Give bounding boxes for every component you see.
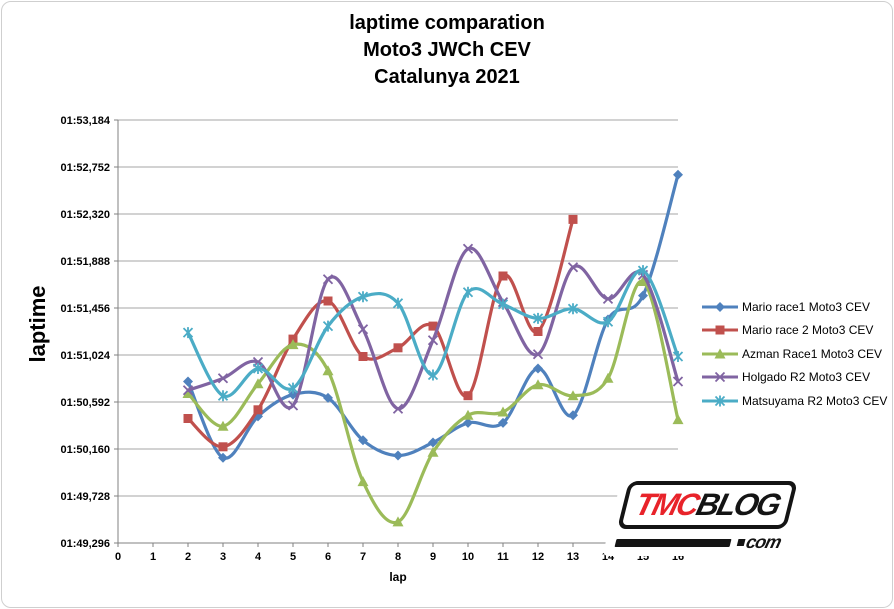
legend-label: Mario race1 Moto3 CEV bbox=[742, 299, 871, 314]
svg-text:1: 1 bbox=[150, 551, 156, 563]
series-matsuyama-r2 bbox=[182, 265, 684, 402]
svg-text:5: 5 bbox=[290, 551, 296, 563]
tmcblog-watermark-logo: TMCBLOG com bbox=[602, 478, 807, 556]
svg-text:11: 11 bbox=[497, 551, 509, 563]
svg-text:01:51,456: 01:51,456 bbox=[60, 303, 110, 315]
legend-swatch-mario-race2 bbox=[702, 325, 738, 335]
logo-com-text: com bbox=[743, 532, 783, 552]
chart-title-line1: laptime comparation bbox=[349, 12, 545, 34]
legend-swatch-matsuyama-r2 bbox=[702, 395, 738, 407]
legend-entry-mario-race2: Mario race 2 Moto3 CEV bbox=[700, 319, 892, 343]
logo-bar bbox=[614, 538, 732, 547]
legend-swatch-mario-race1 bbox=[702, 301, 738, 312]
svg-text:0: 0 bbox=[115, 551, 121, 563]
svg-text:01:52,320: 01:52,320 bbox=[60, 209, 110, 221]
svg-text:13: 13 bbox=[567, 551, 579, 563]
svg-text:01:49,728: 01:49,728 bbox=[60, 491, 110, 503]
series-mario-race2 bbox=[183, 214, 578, 452]
logo-main-box: TMCBLOG bbox=[617, 481, 798, 529]
svg-text:3: 3 bbox=[220, 551, 226, 563]
legend-label: Holgado R2 Moto3 CEV bbox=[742, 370, 871, 385]
legend: Mario race1 Moto3 CEV Mario race 2 Moto3 … bbox=[700, 295, 892, 413]
legend-label: Matsuyama R2 Moto3 CEV bbox=[742, 393, 888, 408]
svg-text:01:52,752: 01:52,752 bbox=[60, 162, 110, 174]
chart-title-line2: Moto3 JWCh CEV bbox=[363, 39, 531, 61]
legend-entry-mario-race1: Mario race1 Moto3 CEV bbox=[700, 295, 892, 319]
svg-text:6: 6 bbox=[325, 551, 331, 563]
logo-blog-text: BLOG bbox=[692, 487, 784, 522]
legend-label: Mario race 2 Moto3 CEV bbox=[742, 323, 874, 338]
x-tick-labels: 0 1 2 3 4 5 6 7 8 9 10 11 12 13 14 15 16 bbox=[115, 551, 684, 563]
chart-title-line3: Catalunya 2021 bbox=[374, 66, 520, 88]
y-tick-labels: 01:49,296 01:49,728 01:50,160 01:50,592 01:5… bbox=[60, 115, 110, 550]
logo-tmc-text: TMC bbox=[631, 487, 702, 522]
legend-entry-matsuyama-r2: Matsuyama R2 Moto3 CEV bbox=[700, 389, 892, 413]
svg-text:9: 9 bbox=[430, 551, 436, 563]
legend-entry-azman-race1: Azman Race1 Moto3 CEV bbox=[700, 342, 892, 366]
logo-bottom-row: com bbox=[611, 532, 785, 553]
series-azman-race1 bbox=[182, 276, 684, 527]
gridlines bbox=[118, 119, 678, 544]
legend-label: Azman Race1 Moto3 CEV bbox=[742, 346, 883, 361]
chart-title: laptime comparation Moto3 JWCh CEV Catal… bbox=[0, 10, 894, 91]
svg-text:01:49,296: 01:49,296 bbox=[60, 538, 110, 550]
svg-text:10: 10 bbox=[462, 551, 474, 563]
svg-text:2: 2 bbox=[185, 551, 191, 563]
svg-text:4: 4 bbox=[255, 551, 262, 563]
svg-text:01:53,184: 01:53,184 bbox=[60, 115, 110, 127]
x-axis-title: lap bbox=[389, 570, 407, 584]
legend-swatch-azman-race1 bbox=[702, 348, 738, 359]
svg-text:01:50,160: 01:50,160 bbox=[60, 444, 110, 456]
svg-text:12: 12 bbox=[532, 551, 544, 563]
svg-text:01:51,024: 01:51,024 bbox=[60, 350, 110, 362]
svg-text:01:51,888: 01:51,888 bbox=[60, 256, 110, 268]
svg-text:7: 7 bbox=[360, 551, 366, 563]
legend-entry-holgado-r2: Holgado R2 Moto3 CEV bbox=[700, 366, 892, 390]
svg-text:01:50,592: 01:50,592 bbox=[60, 397, 110, 409]
axes bbox=[114, 119, 679, 547]
logo-dot-icon bbox=[736, 539, 746, 546]
legend-swatch-holgado-r2 bbox=[702, 372, 738, 383]
svg-text:8: 8 bbox=[395, 551, 401, 563]
